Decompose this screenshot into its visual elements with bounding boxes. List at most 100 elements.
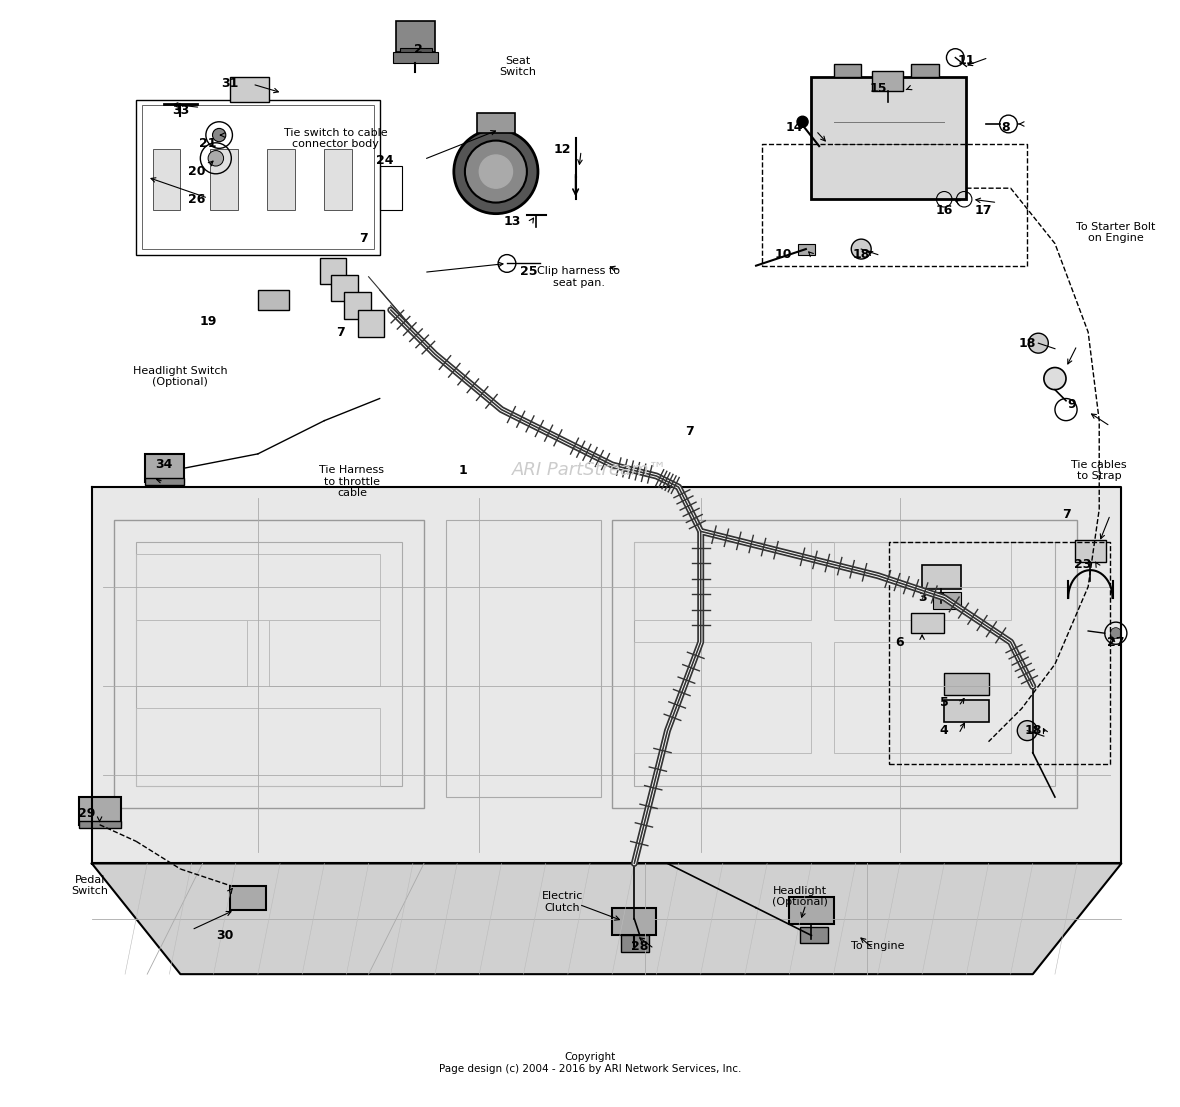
Bar <box>330 275 358 301</box>
Bar <box>911 613 944 633</box>
Text: 7: 7 <box>359 231 367 245</box>
Text: 17: 17 <box>975 204 991 217</box>
Bar <box>944 673 989 695</box>
Bar <box>798 244 814 255</box>
Bar <box>136 542 402 786</box>
Bar <box>446 520 601 797</box>
Text: 33: 33 <box>172 104 189 117</box>
Bar <box>400 48 432 56</box>
Circle shape <box>479 155 512 188</box>
Circle shape <box>1055 399 1077 421</box>
Text: 7: 7 <box>1062 508 1070 521</box>
Bar <box>621 935 649 952</box>
Text: Electric
Clutch: Electric Clutch <box>542 891 583 913</box>
Text: 18: 18 <box>1018 337 1036 350</box>
Bar <box>210 149 237 210</box>
Bar <box>833 642 1010 753</box>
Text: 3: 3 <box>918 591 926 604</box>
Bar <box>380 166 402 210</box>
Bar <box>136 554 380 620</box>
Bar <box>258 290 289 310</box>
Text: 15: 15 <box>868 82 886 95</box>
Text: 8: 8 <box>1001 121 1009 134</box>
Text: 14: 14 <box>786 121 804 134</box>
Text: 30: 30 <box>216 929 234 942</box>
Text: 11: 11 <box>958 54 975 68</box>
Circle shape <box>212 128 225 142</box>
Text: 23: 23 <box>1074 558 1092 571</box>
Text: Tie cables
to Strap: Tie cables to Strap <box>1071 459 1127 482</box>
Text: 6: 6 <box>896 635 904 649</box>
Text: 10: 10 <box>775 248 793 261</box>
Text: 21: 21 <box>199 137 217 151</box>
Text: 26: 26 <box>189 193 205 206</box>
Text: 5: 5 <box>939 696 949 710</box>
Text: 2: 2 <box>414 43 422 56</box>
Text: Pedal
Switch: Pedal Switch <box>71 875 109 897</box>
Bar <box>635 642 812 753</box>
Text: Headlight Switch
(Optional): Headlight Switch (Optional) <box>133 365 228 387</box>
Bar <box>944 700 989 722</box>
Text: 28: 28 <box>631 940 649 953</box>
Bar <box>477 113 514 133</box>
Bar <box>872 71 903 91</box>
Text: Headlight
(Optional): Headlight (Optional) <box>773 886 828 908</box>
Bar <box>800 927 828 943</box>
Text: 18: 18 <box>852 248 870 261</box>
Text: 4: 4 <box>939 724 949 737</box>
Text: 27: 27 <box>1107 635 1125 649</box>
Bar <box>145 454 184 482</box>
Text: 16: 16 <box>936 204 953 217</box>
Bar <box>612 520 1077 808</box>
Bar <box>324 149 352 210</box>
Text: 1: 1 <box>458 464 467 477</box>
Text: 29: 29 <box>78 807 96 820</box>
Bar <box>833 64 861 77</box>
Text: 20: 20 <box>189 165 205 178</box>
Text: To Engine: To Engine <box>851 941 905 952</box>
Bar <box>922 565 961 589</box>
Circle shape <box>208 151 223 166</box>
Bar <box>812 77 966 199</box>
Bar <box>396 21 435 52</box>
Polygon shape <box>92 863 1121 974</box>
Circle shape <box>851 239 871 259</box>
Text: Clip harness to
seat pan.: Clip harness to seat pan. <box>537 266 621 288</box>
Bar <box>612 908 656 935</box>
Bar <box>152 149 181 210</box>
Bar <box>230 77 269 102</box>
Bar <box>136 708 380 786</box>
Text: Tie switch to cable
connector body: Tie switch to cable connector body <box>283 127 387 149</box>
Bar <box>833 542 1010 620</box>
Bar <box>635 542 812 620</box>
Text: 13: 13 <box>504 215 522 228</box>
Text: 19: 19 <box>199 314 217 328</box>
Bar <box>393 52 438 63</box>
Circle shape <box>465 141 527 203</box>
Bar <box>142 105 374 249</box>
Circle shape <box>796 116 808 127</box>
Bar <box>635 542 1055 786</box>
Bar <box>1075 540 1106 562</box>
Bar <box>79 821 120 828</box>
Bar <box>933 592 961 609</box>
Circle shape <box>1110 628 1121 639</box>
Bar <box>136 620 247 686</box>
Bar <box>345 292 371 319</box>
Bar <box>320 258 347 284</box>
Text: 7: 7 <box>336 325 346 339</box>
Bar <box>136 100 380 255</box>
Text: 9: 9 <box>1067 397 1076 411</box>
Text: 24: 24 <box>376 154 394 167</box>
Bar <box>145 478 184 485</box>
Bar <box>269 620 380 686</box>
Text: 12: 12 <box>553 143 571 156</box>
Polygon shape <box>92 487 1121 863</box>
Text: 34: 34 <box>155 458 172 472</box>
Text: 18: 18 <box>1024 724 1042 737</box>
Circle shape <box>454 130 538 214</box>
Bar <box>358 310 385 337</box>
Bar <box>79 797 120 825</box>
Bar <box>789 897 833 924</box>
Text: 31: 31 <box>222 76 238 90</box>
